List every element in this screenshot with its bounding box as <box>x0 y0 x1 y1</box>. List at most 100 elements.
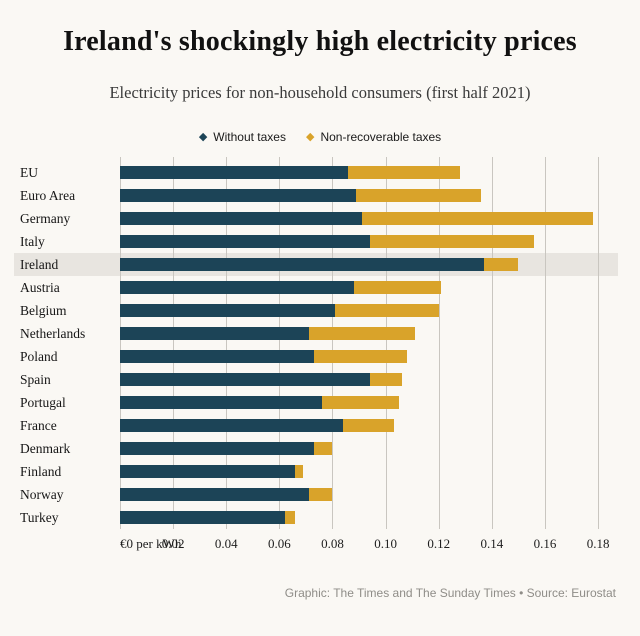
chart-row: Denmark <box>14 437 618 460</box>
bar-segment-without-taxes <box>120 258 484 271</box>
country-label: Euro Area <box>20 187 76 203</box>
diamond-swatch-icon: ◆ <box>198 130 208 143</box>
chart-row: Turkey <box>14 506 618 529</box>
x-axis: €0 per kWh 0.02 0.04 0.06 0.08 0.10 0.12 0.14 0.… <box>120 529 618 559</box>
bar-segment-non-recoverable-taxes <box>369 235 535 248</box>
chart-subtitle: Electricity prices for non-household con… <box>109 83 531 102</box>
bar-segment-without-taxes <box>120 488 309 501</box>
bar-segment-non-recoverable-taxes <box>308 488 333 501</box>
country-label: Belgium <box>20 302 67 318</box>
chart-row: Ireland <box>14 253 618 276</box>
bar-segment-without-taxes <box>120 419 344 432</box>
axis-tick-label: 0.18 <box>586 536 610 551</box>
axis-tick-label: 0.04 <box>214 536 238 551</box>
country-label: Turkey <box>20 509 59 525</box>
axis-tick-label: 0.10 <box>374 536 397 551</box>
chart-row: Italy <box>14 230 618 253</box>
bar-area <box>120 437 618 460</box>
bar-segment-non-recoverable-taxes <box>321 396 399 409</box>
chart-row: Poland <box>14 345 618 368</box>
bar-segment-without-taxes <box>120 511 285 524</box>
axis-zero-label: €0 per kWh <box>120 536 182 551</box>
stacked-bar <box>120 488 618 501</box>
stacked-bar <box>120 189 618 202</box>
credit-line: Graphic: The Times and The Sunday Times … <box>284 586 616 600</box>
stacked-bar <box>120 212 618 225</box>
stacked-bar <box>120 235 618 248</box>
axis-tick-label: 0.08 <box>321 536 344 551</box>
country-label: Austria <box>20 279 60 295</box>
country-label: Poland <box>20 348 58 364</box>
stacked-bar <box>120 327 618 340</box>
chart-row: Portugal <box>14 391 618 414</box>
chart-row: Spain <box>14 368 618 391</box>
bar-segment-without-taxes <box>120 281 354 294</box>
bar-segment-without-taxes <box>120 235 370 248</box>
bar-area <box>120 230 618 253</box>
bar-segment-without-taxes <box>120 350 314 363</box>
bar-segment-without-taxes <box>120 396 322 409</box>
country-label: Finland <box>20 463 62 479</box>
bar-segment-without-taxes <box>120 442 314 455</box>
chart-row: Norway <box>14 483 618 506</box>
chart-row: Austria <box>14 276 618 299</box>
stacked-bar <box>120 281 618 294</box>
axis-tick-label: 0.06 <box>267 536 291 551</box>
bar-area <box>120 253 618 276</box>
bar-area <box>120 299 618 322</box>
axis-tick-label: 0.02 <box>161 536 185 551</box>
chart-row: France <box>14 414 618 437</box>
stacked-bar <box>120 465 618 478</box>
bar-segment-without-taxes <box>120 373 370 386</box>
country-label: Norway <box>20 486 64 502</box>
bar-segment-non-recoverable-taxes <box>356 189 482 202</box>
bar-area <box>120 391 618 414</box>
chart-row: Finland <box>14 460 618 483</box>
page-title: Ireland's shockingly high electricity pr… <box>63 26 577 57</box>
bar-chart: EU Euro Area Germany Italy Ireland Austria Bel… <box>8 157 632 559</box>
chart-row: Netherlands <box>14 322 618 345</box>
legend-item-non-recoverable-taxes: ◆ Non-recoverable taxes <box>306 130 441 144</box>
stacked-bar <box>120 373 618 386</box>
stacked-bar <box>120 350 618 363</box>
bar-segment-non-recoverable-taxes <box>335 304 439 317</box>
diamond-swatch-icon: ◆ <box>305 130 315 143</box>
bar-area <box>120 368 618 391</box>
bar-segment-non-recoverable-taxes <box>343 419 394 432</box>
bar-segment-without-taxes <box>120 327 309 340</box>
bar-area <box>120 345 618 368</box>
stacked-bar <box>120 166 618 179</box>
axis-tick-label: 0.12 <box>427 536 451 551</box>
stacked-bar <box>120 258 618 271</box>
bar-area <box>120 322 618 345</box>
bar-segment-non-recoverable-taxes <box>353 281 442 294</box>
bar-segment-without-taxes <box>120 465 296 478</box>
country-label: Netherlands <box>20 325 86 341</box>
bar-area <box>120 460 618 483</box>
bar-area <box>120 414 618 437</box>
bar-area <box>120 161 618 184</box>
bar-area <box>120 483 618 506</box>
bar-area <box>120 506 618 529</box>
bar-segment-without-taxes <box>120 212 362 225</box>
country-label: Germany <box>20 210 71 226</box>
bar-segment-non-recoverable-taxes <box>361 212 593 225</box>
chart-row: Belgium <box>14 299 618 322</box>
bar-area <box>120 184 618 207</box>
stacked-bar <box>120 511 618 524</box>
bar-segment-non-recoverable-taxes <box>348 166 460 179</box>
country-label: Italy <box>20 233 45 249</box>
stacked-bar <box>120 442 618 455</box>
bar-segment-without-taxes <box>120 304 336 317</box>
country-label: EU <box>20 164 38 180</box>
country-label: Denmark <box>20 440 71 456</box>
legend-label: Non-recoverable taxes <box>320 130 442 144</box>
stacked-bar <box>120 419 618 432</box>
bar-segment-non-recoverable-taxes <box>313 442 333 455</box>
bar-segment-non-recoverable-taxes <box>284 511 296 524</box>
bar-segment-without-taxes <box>120 166 349 179</box>
bar-segment-non-recoverable-taxes <box>313 350 407 363</box>
country-label: Spain <box>20 371 51 387</box>
country-label: Ireland <box>20 256 59 272</box>
